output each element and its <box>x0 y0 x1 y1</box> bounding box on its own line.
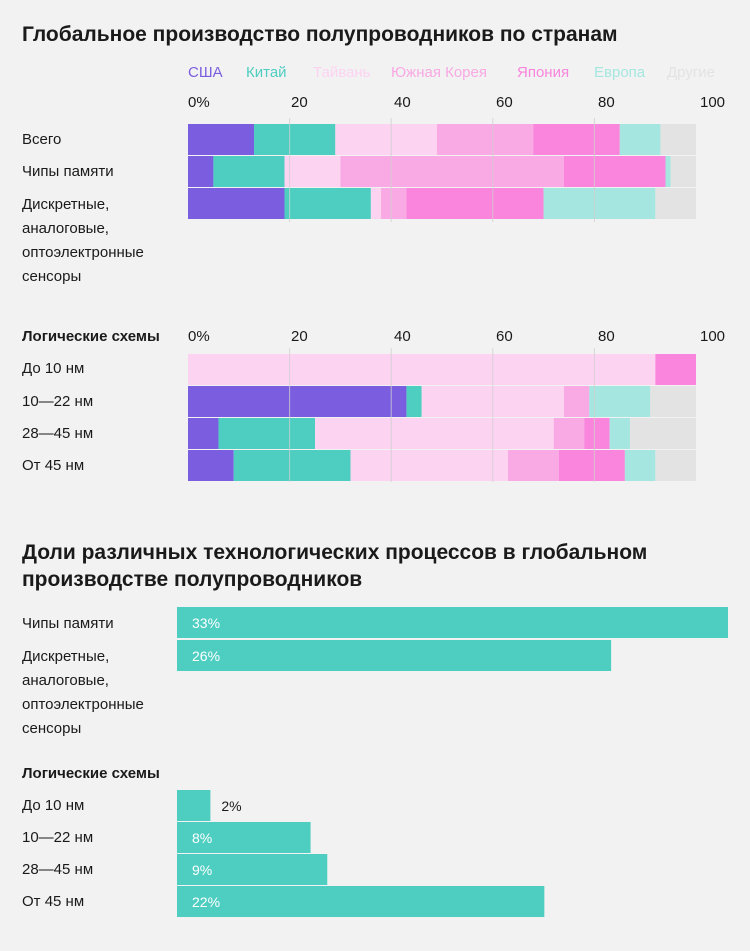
tick-label: 20 <box>291 328 308 345</box>
stacked-bar-segment <box>188 156 214 187</box>
stacked-bar-segment <box>655 354 696 385</box>
stacked-bar-segment <box>188 354 656 385</box>
share-bar-value-label: 33% <box>192 615 220 631</box>
stacked-bar-segment <box>188 450 234 481</box>
legend-item-europe: Европа <box>594 64 646 81</box>
stacked-bar-segment <box>381 188 407 219</box>
stacked-bar-segment <box>650 386 696 417</box>
tick-label: 80 <box>598 94 615 111</box>
stacked-bar-segment <box>533 124 620 155</box>
tick-label: 100 <box>700 328 726 345</box>
legend-item-korea: Южная Корея <box>391 64 487 81</box>
legend-item-other: Другие <box>667 64 716 81</box>
stacked-bar-segment <box>406 386 422 417</box>
share-bar-value-label: 8% <box>192 830 212 846</box>
share-bar-value-label: 9% <box>192 862 212 878</box>
stacked-bar-segment <box>589 386 651 417</box>
stacked-bar-segment <box>350 450 509 481</box>
stacked-bar-segment <box>563 156 666 187</box>
row-label-memory: Чипы памяти <box>22 163 114 180</box>
stacked-bar-segment <box>655 450 696 481</box>
stacked-bar-segment <box>233 450 351 481</box>
share-label-logic-45: От 45 нм <box>22 893 85 910</box>
share-bar-value-label: 22% <box>192 894 220 910</box>
share-label-memory: Чипы памяти <box>22 615 114 632</box>
share-bar <box>177 886 545 917</box>
share-label-logic-10-22: 10—22 нм <box>22 829 94 846</box>
stacked-bar-segment <box>436 124 534 155</box>
tick-label: 40 <box>394 328 411 345</box>
share-group-label-logic: Логические схемы <box>22 765 160 782</box>
share-label-discrete: Дискретные, аналоговые, оптоэлектронные … <box>22 648 144 737</box>
stacked-bar-segment <box>284 188 371 219</box>
share-bar-value-label: 26% <box>192 648 220 664</box>
chart-title-shares: Доли различных технологических процессов… <box>22 541 648 591</box>
legend-item-japan: Япония <box>517 64 570 81</box>
tick-label: 40 <box>394 94 411 111</box>
legend-item-china: Китай <box>246 64 287 81</box>
row-label-logic-10: До 10 нм <box>22 360 85 377</box>
tick-label: 60 <box>496 94 513 111</box>
stacked-bar-segment <box>188 188 285 219</box>
row-label-logic-28-45: 28—45 нм <box>22 425 94 442</box>
stacked-bar-segment <box>406 188 544 219</box>
stacked-bar-segment <box>213 156 285 187</box>
stacked-bar-segment <box>188 124 255 155</box>
share-label-logic-10: До 10 нм <box>22 797 85 814</box>
share-bar <box>177 790 211 821</box>
stacked-bar-segment <box>188 418 219 449</box>
row-label-discrete: Дискретные, аналоговые, оптоэлектронные … <box>22 196 144 285</box>
stacked-bar-segment <box>619 124 661 155</box>
tick-label: 0% <box>188 328 210 345</box>
tick-label: 0% <box>188 94 210 111</box>
share-label-logic-28-45: 28—45 нм <box>22 861 94 878</box>
stacked-bar-segment <box>665 156 671 187</box>
stacked-bar-segment <box>660 124 696 155</box>
stacked-bar-segment <box>670 156 696 187</box>
stacked-bar-segment <box>655 188 696 219</box>
stacked-bar-segment <box>553 418 585 449</box>
row-label-logic-10-22: 10—22 нм <box>22 393 94 410</box>
share-bar <box>177 854 328 885</box>
stacked-bar-segment <box>584 418 610 449</box>
row-label-total: Всего <box>22 131 62 148</box>
legend-item-usa: США <box>188 64 223 81</box>
stacked-bar-segment <box>629 418 696 449</box>
stacked-bar-segment <box>558 450 625 481</box>
share-bar <box>177 822 311 853</box>
stacked-bar-segment <box>315 418 554 449</box>
group-label-logic: Логические схемы <box>22 328 160 345</box>
tick-label: 20 <box>291 94 308 111</box>
share-bar-value-label: 2% <box>221 798 241 814</box>
share-bar <box>177 607 728 638</box>
stacked-bar-segment <box>563 386 590 417</box>
stacked-bar-segment <box>370 188 382 219</box>
row-label-logic-45: От 45 нм <box>22 457 85 474</box>
stacked-bar-segment <box>284 156 341 187</box>
stacked-bar-segment <box>609 418 630 449</box>
stacked-bar-segment <box>340 156 564 187</box>
stacked-bar-segment <box>508 450 559 481</box>
stacked-bar-segment <box>624 450 656 481</box>
tick-label: 100 <box>700 94 726 111</box>
stacked-bar-segment <box>254 124 336 155</box>
stacked-bar-segment <box>335 124 437 155</box>
stacked-bar-segment <box>543 188 656 219</box>
legend-item-taiwan: Тайвань <box>313 64 371 81</box>
stacked-bar-segment <box>188 386 407 417</box>
chart-title-production: Глобальное производство полупроводников … <box>22 23 618 46</box>
share-bar <box>177 640 612 671</box>
stacked-bar-segment <box>218 418 315 449</box>
tick-label: 60 <box>496 328 513 345</box>
tick-label: 80 <box>598 328 615 345</box>
